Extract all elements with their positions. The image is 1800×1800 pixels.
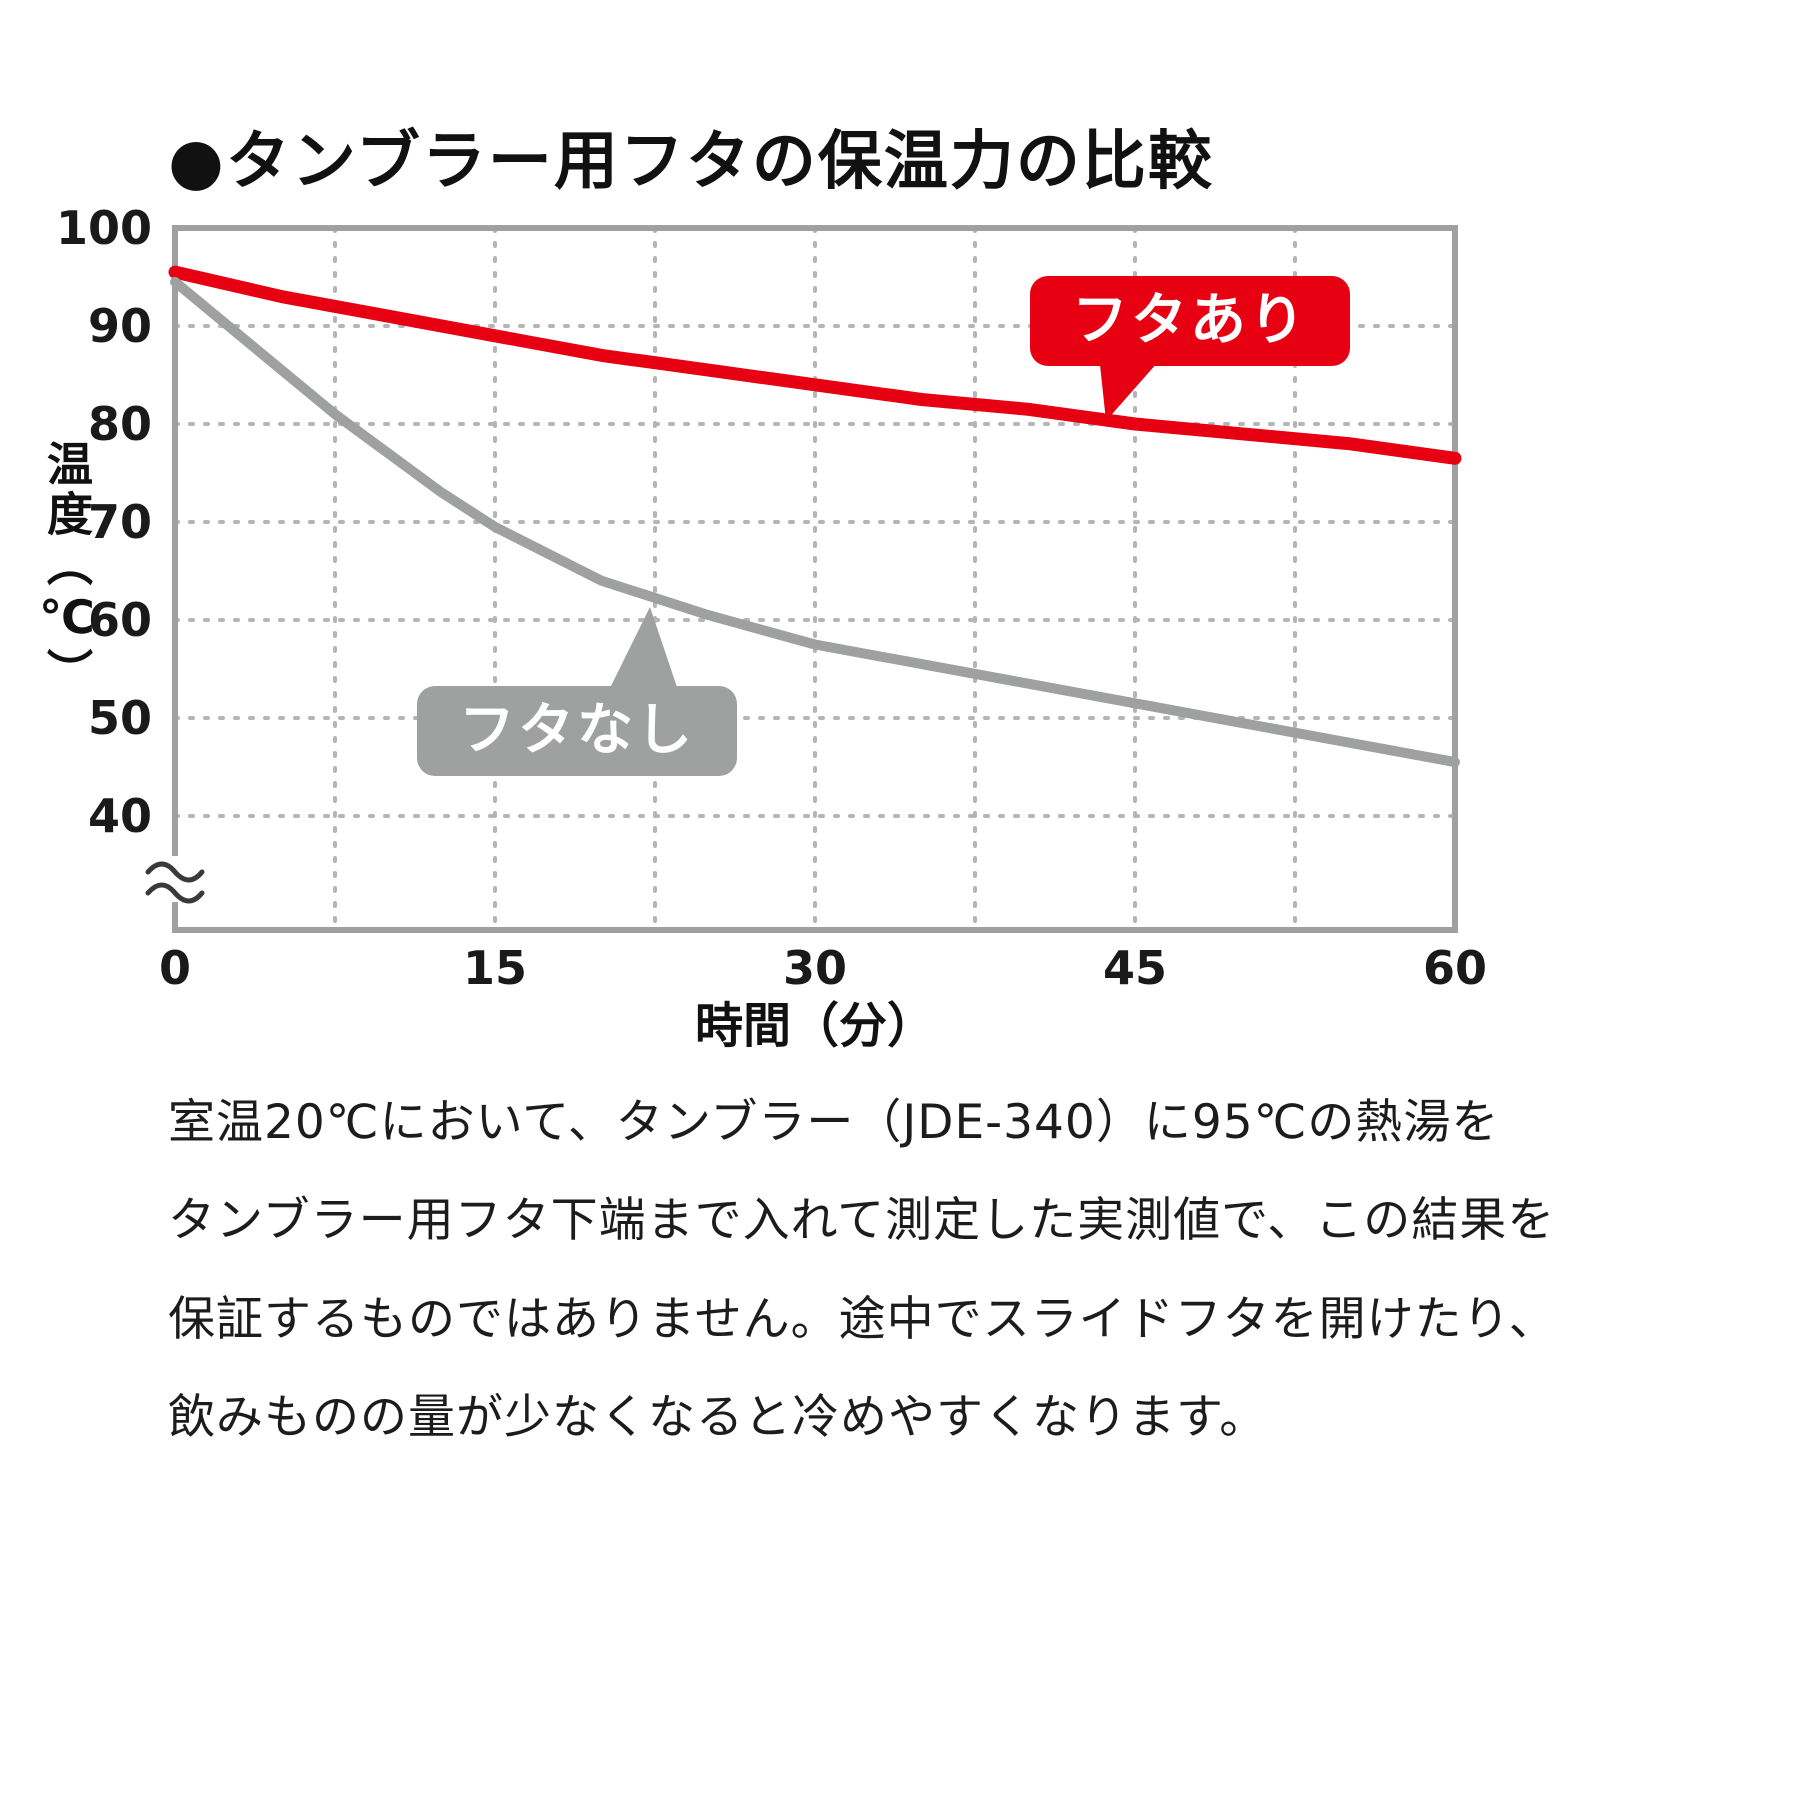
y-tick-label: 70 (88, 495, 152, 549)
plot-border (172, 225, 1458, 933)
x-tick-label: 45 (1103, 941, 1167, 995)
footnote-line-4: 飲みものの量が少なくなると冷めやすくなります。 (168, 1390, 1268, 1446)
footnote: 室温20℃において、タンブラー（JDE-340）に95℃の熱湯を タンブラー用フ… (168, 1098, 1668, 1491)
x-tick-label: 15 (463, 941, 527, 995)
series-line-with-lid (168, 265, 1462, 465)
axis-break-squiggle (145, 861, 205, 883)
series-label-with-lid: フタあり (1030, 276, 1350, 366)
y-tick-label: 40 (88, 789, 152, 843)
series-label-without-lid: フタなし (417, 686, 737, 776)
footnote-line-1: 室温20℃において、タンブラー（JDE-340）に95℃の熱湯を (168, 1095, 1500, 1150)
axis-break-squiggle (145, 882, 205, 904)
x-tick-label: 60 (1423, 941, 1487, 995)
chart-title: ●タンブラー用フタの保温力の比較 (168, 125, 1214, 199)
y-tick-label: 100 (56, 201, 152, 255)
footnote-line-3: 保証するものではありません。途中でスライドフタを開けたり、 (168, 1291, 1557, 1347)
series-line-without-lid (170, 276, 1460, 768)
y-tick-label: 60 (88, 593, 152, 647)
footnote-line-2: タンブラー用フタ下端まで入れて測定した実測値で、この結果を (168, 1193, 1556, 1249)
x-tick-label: 30 (783, 941, 847, 995)
line-chart: 100 90 80 70 60 50 40 0 15 30 45 60 (56, 201, 1487, 995)
x-axis-label: 時間（分） (694, 998, 935, 1054)
x-tick-label: 0 (159, 941, 191, 995)
callout-tail-without-lid (606, 607, 680, 696)
y-tick-label: 80 (88, 397, 152, 451)
y-tick-label: 50 (88, 691, 152, 745)
y-tick-label: 90 (88, 299, 152, 353)
y-axis-label: 温度（℃） (40, 440, 94, 698)
